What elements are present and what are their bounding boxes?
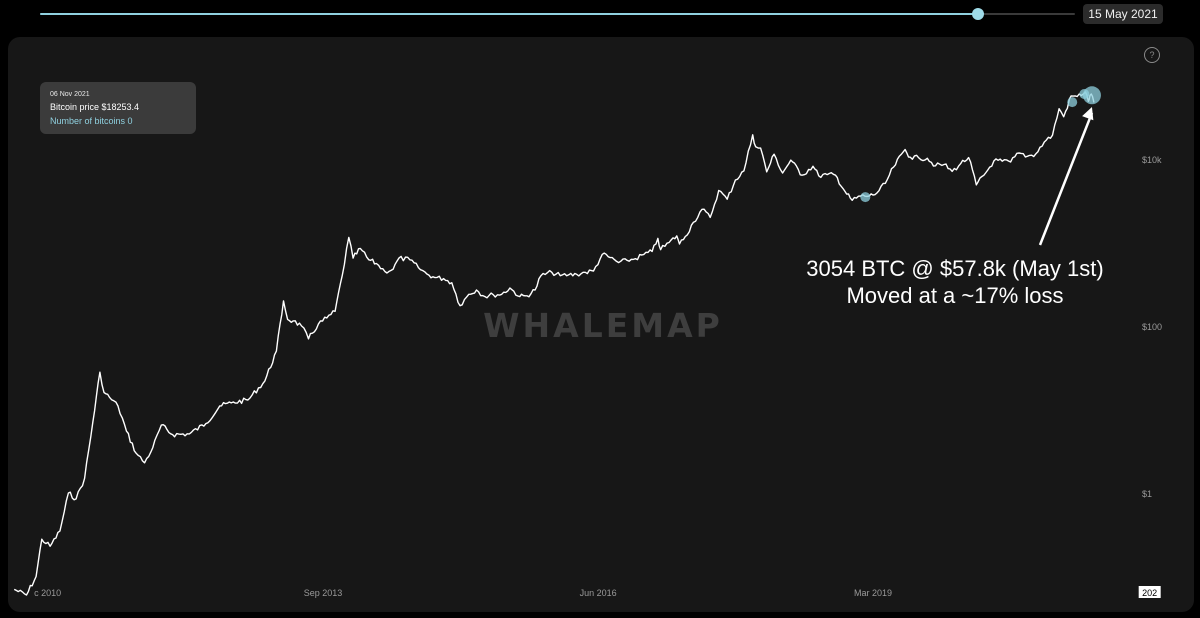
annotation-arrow	[1038, 112, 1094, 246]
annotation-arrowhead	[1082, 106, 1094, 121]
movement-marker	[1082, 86, 1101, 105]
movement-marker	[1067, 97, 1078, 108]
movement-marker	[860, 192, 871, 203]
price-chart[interactable]: WHALEMAP $10k $100 $1 c 2010 Sep 2013 Jun 2016…	[8, 37, 1194, 612]
annotation-line-1: 3054 BTC @ $57.8k (May 1st)	[806, 256, 1103, 281]
x-tick-label: Mar 2019	[854, 588, 892, 598]
timeline-progress-fill	[40, 13, 978, 15]
timeline-track[interactable]	[40, 13, 1075, 15]
selected-date-badge[interactable]: 15 May 2021	[1083, 4, 1163, 24]
help-icon[interactable]: ?	[1144, 47, 1160, 63]
watermark-text: WHALEMAP	[483, 306, 723, 345]
x-tick-label: 202	[1142, 588, 1157, 598]
annotation-line-2: Moved at a ~17% loss	[846, 283, 1063, 308]
timeline-slider-handle[interactable]	[971, 8, 984, 20]
x-tick-box	[1138, 586, 1161, 598]
tooltip-bitcoin-count: Number of bitcoins 0	[50, 116, 133, 126]
tooltip-price: Bitcoin price $18253.4	[50, 102, 140, 112]
y-tick-label: $100	[1142, 322, 1162, 332]
hover-tooltip: 06 Nov 2021 Bitcoin price $18253.4 Numbe…	[40, 82, 196, 134]
chart-panel: WHALEMAP $10k $100 $1 c 2010 Sep 2013 Jun 2016…	[8, 37, 1194, 612]
x-tick-label: Sep 2013	[304, 588, 343, 598]
x-tick-label: c 2010	[34, 588, 61, 598]
price-line	[13, 91, 1095, 596]
x-tick-label: Jun 2016	[580, 588, 617, 598]
tooltip-date: 06 Nov 2021	[50, 91, 90, 98]
y-tick-label: $10k	[1142, 155, 1162, 165]
timeline-bar: 15 May 2021	[0, 0, 1200, 30]
y-tick-label: $1	[1142, 489, 1152, 499]
